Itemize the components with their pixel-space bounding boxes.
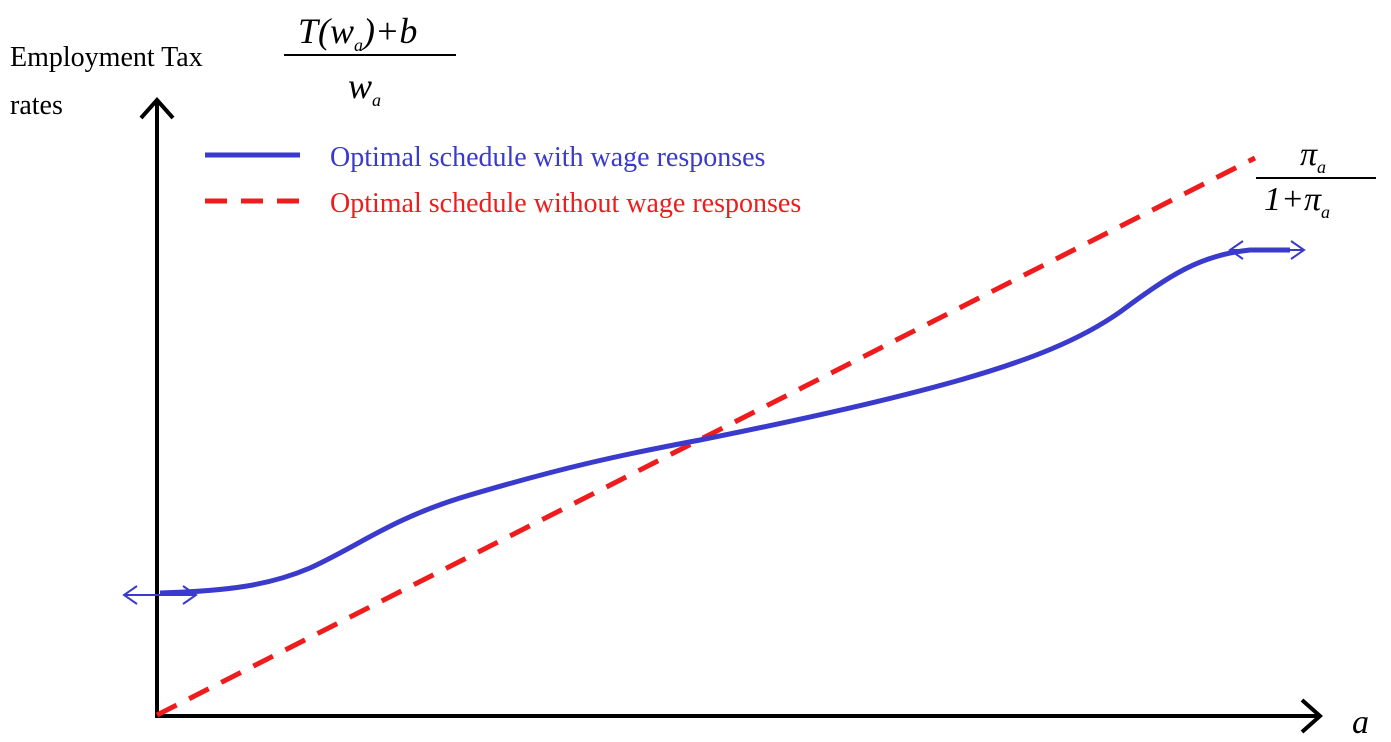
formula-part: T(w [298,11,354,51]
formula-subscript: a [1321,202,1330,222]
x-axis-label: a [1352,704,1369,741]
formula-numerator: T(wa)+b [298,11,417,55]
formula-subscript: a [372,90,381,110]
formula-denominator: 1+πa [1264,181,1330,222]
formula-part: 1+π [1264,181,1322,218]
formula-subscript: a [1317,157,1326,177]
schedule-with-wage-responses [159,247,1290,596]
formula-numerator: πa [1300,136,1326,177]
formula-subscript: a [354,35,363,55]
formula-denominator: wa [348,66,381,110]
legend-label: Optimal schedule without wage responses [330,188,801,219]
y-axis-arrow [139,96,175,120]
y-axis-label: Employment Tax [10,42,203,73]
x-axis-arrow [1300,698,1324,734]
formula-part: )+b [361,11,417,51]
extension-arrows [122,240,1306,605]
formula-part: π [1300,136,1318,173]
y-axis-label: rates [10,90,63,121]
formula-part: w [348,66,372,106]
legend-label: Optimal schedule with wage responses [330,142,765,173]
